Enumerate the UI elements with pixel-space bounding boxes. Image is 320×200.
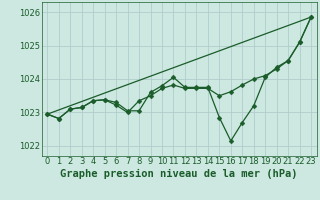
X-axis label: Graphe pression niveau de la mer (hPa): Graphe pression niveau de la mer (hPa) [60,169,298,179]
